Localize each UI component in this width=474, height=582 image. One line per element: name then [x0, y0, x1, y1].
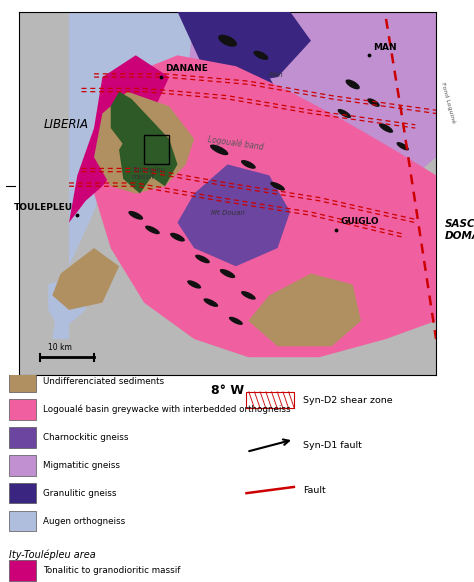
Text: SASCA
DOMAIN: SASCA DOMAIN [445, 219, 474, 241]
Polygon shape [52, 12, 332, 339]
FancyBboxPatch shape [9, 455, 36, 475]
Ellipse shape [337, 109, 351, 118]
Ellipse shape [241, 160, 256, 169]
Text: Granulitic gneiss: Granulitic gneiss [43, 489, 116, 498]
FancyBboxPatch shape [9, 511, 36, 531]
Text: Toulepleu
massif: Toulepleu massif [132, 167, 164, 180]
Polygon shape [228, 77, 278, 107]
Ellipse shape [195, 255, 210, 263]
Text: Augen orthogneiss: Augen orthogneiss [43, 517, 125, 526]
Ellipse shape [346, 79, 360, 90]
Ellipse shape [254, 51, 268, 60]
Text: Ity-Toulépleu area: Ity-Toulépleu area [9, 550, 96, 560]
Text: Logoualé basin greywacke with interbedded orthogneiss: Logoualé basin greywacke with interbedde… [43, 404, 290, 414]
Text: LIBERIA: LIBERIA [44, 118, 89, 131]
Text: TOULEPLEU: TOULEPLEU [14, 203, 73, 212]
FancyBboxPatch shape [9, 483, 36, 503]
Ellipse shape [229, 317, 243, 325]
Ellipse shape [396, 142, 409, 150]
Polygon shape [48, 274, 86, 332]
Ellipse shape [220, 269, 235, 278]
Text: Undifferenciated sediments: Undifferenciated sediments [43, 377, 164, 386]
Text: GUIGLO: GUIGLO [340, 217, 379, 226]
Polygon shape [119, 136, 153, 193]
Text: Tonalitic to granodioritic massif: Tonalitic to granodioritic massif [43, 566, 180, 575]
Polygon shape [69, 55, 169, 223]
FancyBboxPatch shape [9, 399, 36, 420]
Text: MAN: MAN [374, 42, 397, 52]
FancyBboxPatch shape [9, 371, 36, 392]
Text: 8° W: 8° W [211, 384, 244, 396]
Ellipse shape [218, 35, 237, 47]
Bar [144, 136, 169, 165]
Text: 10 km: 10 km [48, 343, 72, 352]
Text: DANANE: DANANE [165, 65, 208, 73]
Polygon shape [111, 91, 177, 186]
Text: Man: Man [269, 72, 284, 78]
Text: Fault: Fault [303, 485, 326, 495]
Polygon shape [94, 91, 194, 193]
Text: Charnockitic gneiss: Charnockitic gneiss [43, 433, 128, 442]
Ellipse shape [170, 233, 185, 242]
Ellipse shape [241, 291, 256, 300]
Polygon shape [52, 248, 119, 310]
Polygon shape [177, 12, 311, 84]
Ellipse shape [145, 226, 160, 234]
FancyBboxPatch shape [9, 560, 36, 581]
FancyBboxPatch shape [9, 427, 36, 448]
Polygon shape [186, 12, 436, 267]
Ellipse shape [128, 211, 143, 220]
Polygon shape [177, 165, 290, 267]
Text: Mt Douan: Mt Douan [211, 210, 245, 217]
Text: Migmatitic gneiss: Migmatitic gneiss [43, 461, 119, 470]
Ellipse shape [270, 182, 285, 190]
Text: Syn-D2 shear zone: Syn-D2 shear zone [303, 396, 393, 404]
Text: Logoualé band: Logoualé band [207, 134, 264, 152]
Polygon shape [248, 274, 361, 346]
Text: Fond Loguiné: Fond Loguiné [440, 81, 456, 123]
Ellipse shape [187, 281, 201, 289]
Polygon shape [94, 55, 436, 357]
Ellipse shape [210, 144, 228, 155]
Ellipse shape [379, 123, 393, 133]
Ellipse shape [367, 98, 380, 107]
Ellipse shape [203, 299, 218, 307]
Text: Syn-D1 fault: Syn-D1 fault [303, 441, 362, 450]
